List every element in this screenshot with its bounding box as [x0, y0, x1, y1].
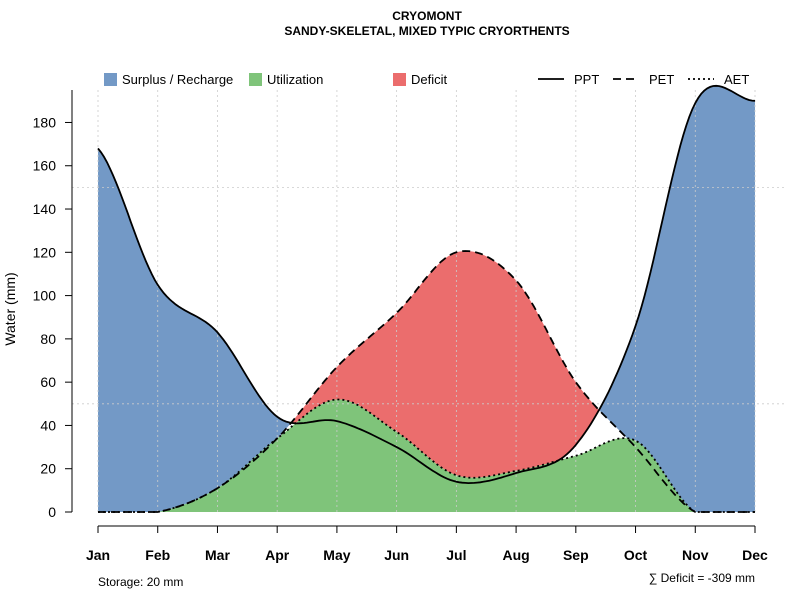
y-tick-label: 0 [48, 504, 56, 520]
x-tick-label: Jan [86, 547, 110, 563]
x-tick-label: Feb [145, 547, 170, 563]
grid-lines [72, 90, 785, 512]
x-axis-ticks: Jan Feb Mar Apr May Jun Jul Aug Sep Oct Nov Dec [86, 526, 768, 563]
legend-label: PET [649, 72, 674, 87]
legend-label: PPT [574, 72, 599, 87]
y-tick-label: 120 [33, 244, 57, 260]
x-tick-label: Nov [682, 547, 709, 563]
x-tick-label: Sep [563, 547, 589, 563]
aet-line [98, 398, 755, 513]
x-tick-label: Jun [384, 547, 409, 563]
legend-swatch [104, 73, 117, 86]
series-lines [97, 84, 756, 513]
y-tick-label: 140 [33, 201, 57, 217]
x-tick-label: May [323, 547, 350, 563]
y-axis-ticks: 0 20 40 60 80 100 120 140 160 180 [33, 114, 72, 520]
legend-label: Surplus / Recharge [122, 72, 233, 87]
legend-swatch [249, 73, 262, 86]
x-tick-label: Apr [265, 547, 290, 563]
surplus-area [98, 85, 755, 513]
ppt-line [97, 84, 756, 485]
plot-areas [98, 85, 755, 513]
deficit-area [98, 251, 755, 512]
y-tick-label: 80 [40, 331, 56, 347]
pet-line [98, 250, 755, 513]
x-tick-label: Aug [502, 547, 529, 563]
legend-label: AET [724, 72, 749, 87]
utilization-area-base [98, 420, 755, 512]
chart-title: CRYOMONT [392, 9, 462, 23]
storage-annotation: Storage: 20 mm [98, 575, 183, 589]
deficit-annotation: ∑ Deficit = -309 mm [649, 571, 755, 585]
x-tick-label: Mar [205, 547, 230, 563]
y-tick-label: 40 [40, 417, 56, 433]
x-tick-label: Oct [624, 547, 648, 563]
y-tick-label: 160 [33, 158, 57, 174]
y-tick-label: 60 [40, 374, 56, 390]
legend-label: Utilization [267, 72, 323, 87]
legend: Surplus / Recharge Utilization Deficit PPT P… [104, 72, 749, 87]
x-tick-label: Dec [742, 547, 768, 563]
x-tick-label: Jul [446, 547, 466, 563]
chart-subtitle: SANDY-SKELETAL, MIXED TYPIC CRYORTHENTS [284, 24, 569, 38]
y-tick-label: 180 [33, 114, 57, 130]
y-tick-label: 20 [40, 461, 56, 477]
legend-swatch [393, 73, 406, 86]
y-axis-label: Water (mm) [2, 272, 18, 345]
y-tick-label: 100 [33, 288, 57, 304]
legend-label: Deficit [411, 72, 448, 87]
